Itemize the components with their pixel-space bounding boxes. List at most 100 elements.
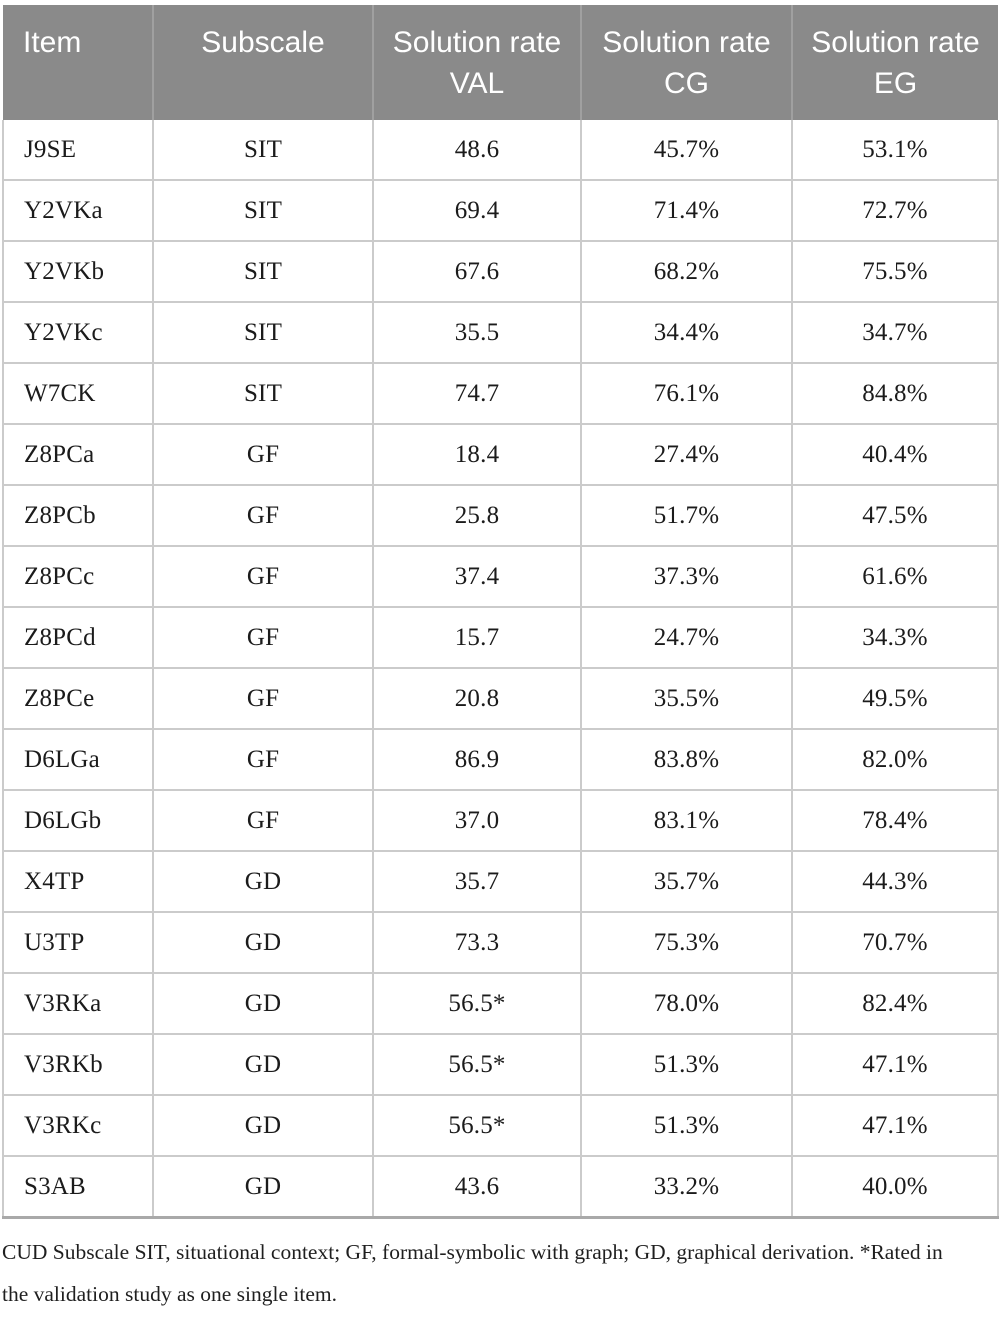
subscale-cell: SIT: [152, 179, 374, 242]
item-cell: Y2VKa: [2, 179, 154, 242]
solution-rate-eg-cell: 34.7%: [791, 301, 999, 364]
table-row: W7CK SIT 74.7 76.1% 84.8%: [2, 362, 999, 425]
solution-rate-eg-cell: 40.4%: [791, 423, 999, 486]
header-solution-rate-val: Solution rate VAL: [373, 5, 582, 120]
header-row: Item Subscale Solution rate VAL Solution…: [3, 5, 998, 120]
solution-rate-eg-cell: 53.1%: [791, 120, 999, 181]
solution-rate-cg-cell: 27.4%: [580, 423, 793, 486]
item-cell: J9SE: [2, 120, 154, 181]
table-row: J9SE SIT 48.6 45.7% 53.1%: [2, 120, 999, 181]
solution-rate-val-cell: 15.7: [372, 606, 582, 669]
solution-rate-cg-cell: 34.4%: [580, 301, 793, 364]
table-row: V3RKa GD 56.5* 78.0% 82.4%: [2, 972, 999, 1035]
solution-rate-val-cell: 74.7: [372, 362, 582, 425]
item-cell: S3AB: [2, 1155, 154, 1219]
table-header: Item Subscale Solution rate VAL Solution…: [3, 5, 998, 120]
table-row: Z8PCb GF 25.8 51.7% 47.5%: [2, 484, 999, 547]
solution-rate-cg-cell: 35.5%: [580, 667, 793, 730]
solution-rate-eg-cell: 44.3%: [791, 850, 999, 913]
subscale-cell: GD: [152, 1094, 374, 1157]
solution-rate-val-cell: 18.4: [372, 423, 582, 486]
solution-rate-eg-cell: 82.0%: [791, 728, 999, 791]
solution-rate-val-cell: 35.7: [372, 850, 582, 913]
solution-rate-cg-cell: 68.2%: [580, 240, 793, 303]
solution-rate-val-cell: 37.4: [372, 545, 582, 608]
solution-rate-val-cell: 73.3: [372, 911, 582, 974]
item-cell: D6LGb: [2, 789, 154, 852]
solution-rate-cg-cell: 35.7%: [580, 850, 793, 913]
item-cell: U3TP: [2, 911, 154, 974]
solution-rate-cg-cell: 37.3%: [580, 545, 793, 608]
solution-rate-cg-cell: 51.3%: [580, 1094, 793, 1157]
subscale-cell: GF: [152, 484, 374, 547]
table-footnote: CUD Subscale SIT, situational context; G…: [2, 1240, 943, 1306]
header-solution-rate-eg: Solution rate EG: [792, 5, 998, 120]
subscale-cell: GF: [152, 789, 374, 852]
solution-rate-cg-cell: 71.4%: [580, 179, 793, 242]
solution-rate-eg-cell: 84.8%: [791, 362, 999, 425]
subscale-cell: GF: [152, 423, 374, 486]
solution-rate-cg-cell: 51.3%: [580, 1033, 793, 1096]
solution-rate-cg-cell: 33.2%: [580, 1155, 793, 1219]
solution-rate-cg-cell: 75.3%: [580, 911, 793, 974]
item-cell: Y2VKb: [2, 240, 154, 303]
item-cell: W7CK: [2, 362, 154, 425]
table-row: V3RKc GD 56.5* 51.3% 47.1%: [2, 1094, 999, 1157]
item-cell: V3RKa: [2, 972, 154, 1035]
table-row: D6LGb GF 37.0 83.1% 78.4%: [2, 789, 999, 852]
solution-rate-eg-cell: 72.7%: [791, 179, 999, 242]
solution-rate-cg-cell: 83.1%: [580, 789, 793, 852]
table-row: Y2VKb SIT 67.6 68.2% 75.5%: [2, 240, 999, 303]
solution-rate-cg-cell: 45.7%: [580, 120, 793, 181]
solution-rate-eg-cell: 82.4%: [791, 972, 999, 1035]
item-cell: D6LGa: [2, 728, 154, 791]
table-row: Z8PCd GF 15.7 24.7% 34.3%: [2, 606, 999, 669]
solution-rate-val-cell: 56.5*: [372, 1094, 582, 1157]
solution-rate-val-cell: 67.6: [372, 240, 582, 303]
solution-rate-cg-cell: 83.8%: [580, 728, 793, 791]
solution-rate-cg-cell: 76.1%: [580, 362, 793, 425]
solution-rate-cg-cell: 78.0%: [580, 972, 793, 1035]
subscale-cell: GD: [152, 972, 374, 1035]
solution-rate-val-cell: 25.8: [372, 484, 582, 547]
table-row: Z8PCc GF 37.4 37.3% 61.6%: [2, 545, 999, 608]
solution-rate-cg-cell: 51.7%: [580, 484, 793, 547]
subscale-cell: SIT: [152, 240, 374, 303]
solution-rate-val-cell: 56.5*: [372, 1033, 582, 1096]
item-cell: Z8PCa: [2, 423, 154, 486]
subscale-cell: GD: [152, 1033, 374, 1096]
solution-rate-eg-cell: 47.1%: [791, 1094, 999, 1157]
solution-rate-val-cell: 35.5: [372, 301, 582, 364]
header-item: Item: [3, 5, 154, 120]
subscale-cell: GF: [152, 728, 374, 791]
subscale-cell: GF: [152, 545, 374, 608]
solution-rate-eg-cell: 47.5%: [791, 484, 999, 547]
table-row: S3AB GD 43.6 33.2% 40.0%: [2, 1155, 999, 1219]
item-cell: X4TP: [2, 850, 154, 913]
solution-rate-eg-cell: 75.5%: [791, 240, 999, 303]
item-cell: V3RKc: [2, 1094, 154, 1157]
solution-rate-val-cell: 56.5*: [372, 972, 582, 1035]
solution-rate-eg-cell: 61.6%: [791, 545, 999, 608]
table-row: Y2VKa SIT 69.4 71.4% 72.7%: [2, 179, 999, 242]
solution-rate-eg-cell: 40.0%: [791, 1155, 999, 1219]
solution-rate-val-cell: 86.9: [372, 728, 582, 791]
subscale-cell: GF: [152, 667, 374, 730]
subscale-cell: GD: [152, 1155, 374, 1219]
table-row: Z8PCe GF 20.8 35.5% 49.5%: [2, 667, 999, 730]
solution-rate-eg-cell: 49.5%: [791, 667, 999, 730]
solution-rates-table: Item Subscale Solution rate VAL Solution…: [2, 5, 999, 1219]
solution-rate-val-cell: 48.6: [372, 120, 582, 181]
item-cell: Z8PCc: [2, 545, 154, 608]
table-row: U3TP GD 73.3 75.3% 70.7%: [2, 911, 999, 974]
table-row: D6LGa GF 86.9 83.8% 82.0%: [2, 728, 999, 791]
solution-rate-val-cell: 43.6: [372, 1155, 582, 1219]
item-cell: V3RKb: [2, 1033, 154, 1096]
header-subscale: Subscale: [153, 5, 374, 120]
subscale-cell: GD: [152, 850, 374, 913]
table-row: Y2VKc SIT 35.5 34.4% 34.7%: [2, 301, 999, 364]
solution-rate-cg-cell: 24.7%: [580, 606, 793, 669]
item-cell: Z8PCe: [2, 667, 154, 730]
solution-rate-eg-cell: 70.7%: [791, 911, 999, 974]
